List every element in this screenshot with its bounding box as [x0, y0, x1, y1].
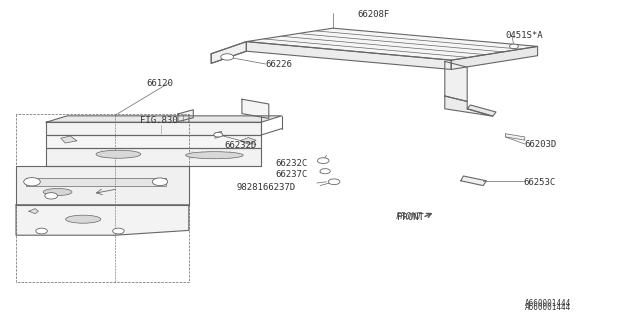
Circle shape — [328, 179, 340, 185]
Circle shape — [24, 178, 40, 186]
Polygon shape — [178, 110, 193, 122]
Polygon shape — [211, 42, 246, 63]
Text: FIG.830: FIG.830 — [140, 116, 177, 124]
Text: FRONT: FRONT — [396, 212, 422, 221]
Circle shape — [45, 193, 58, 199]
Polygon shape — [451, 46, 538, 69]
Polygon shape — [61, 136, 77, 143]
Circle shape — [152, 178, 168, 186]
Text: 66232C: 66232C — [275, 159, 307, 168]
Polygon shape — [506, 134, 525, 140]
Text: 66253C: 66253C — [524, 178, 556, 187]
Polygon shape — [445, 96, 493, 116]
Text: 66237C: 66237C — [275, 170, 307, 179]
Polygon shape — [211, 42, 246, 63]
Polygon shape — [46, 148, 261, 166]
Polygon shape — [29, 209, 38, 214]
Circle shape — [221, 54, 234, 60]
Polygon shape — [16, 205, 189, 235]
Polygon shape — [246, 42, 451, 69]
Text: 0451S*A: 0451S*A — [506, 31, 543, 40]
Polygon shape — [240, 138, 256, 145]
Polygon shape — [46, 135, 261, 148]
Text: 9828166237D: 9828166237D — [237, 183, 296, 192]
Ellipse shape — [65, 215, 101, 223]
Text: 66208F: 66208F — [357, 10, 389, 19]
Ellipse shape — [186, 152, 243, 159]
Text: 66203D: 66203D — [525, 140, 557, 148]
Text: 66226: 66226 — [266, 60, 292, 68]
Circle shape — [320, 169, 330, 174]
Polygon shape — [46, 122, 261, 135]
Text: 66120: 66120 — [146, 79, 173, 88]
Polygon shape — [16, 166, 189, 205]
Ellipse shape — [43, 188, 72, 196]
Text: FRONT: FRONT — [397, 213, 424, 222]
Polygon shape — [461, 176, 486, 186]
Ellipse shape — [96, 150, 141, 158]
Polygon shape — [46, 116, 282, 122]
Polygon shape — [246, 28, 538, 60]
Circle shape — [36, 228, 47, 234]
Text: A660001444: A660001444 — [525, 303, 571, 312]
Polygon shape — [215, 131, 221, 138]
Polygon shape — [467, 105, 496, 116]
Circle shape — [113, 228, 124, 234]
Text: 66232D: 66232D — [224, 141, 256, 150]
Polygon shape — [242, 99, 269, 118]
Circle shape — [509, 44, 518, 49]
Polygon shape — [511, 44, 517, 49]
Polygon shape — [26, 178, 166, 186]
Polygon shape — [445, 61, 467, 101]
Circle shape — [214, 132, 223, 137]
Circle shape — [317, 158, 329, 164]
Text: A660001444: A660001444 — [525, 299, 571, 308]
